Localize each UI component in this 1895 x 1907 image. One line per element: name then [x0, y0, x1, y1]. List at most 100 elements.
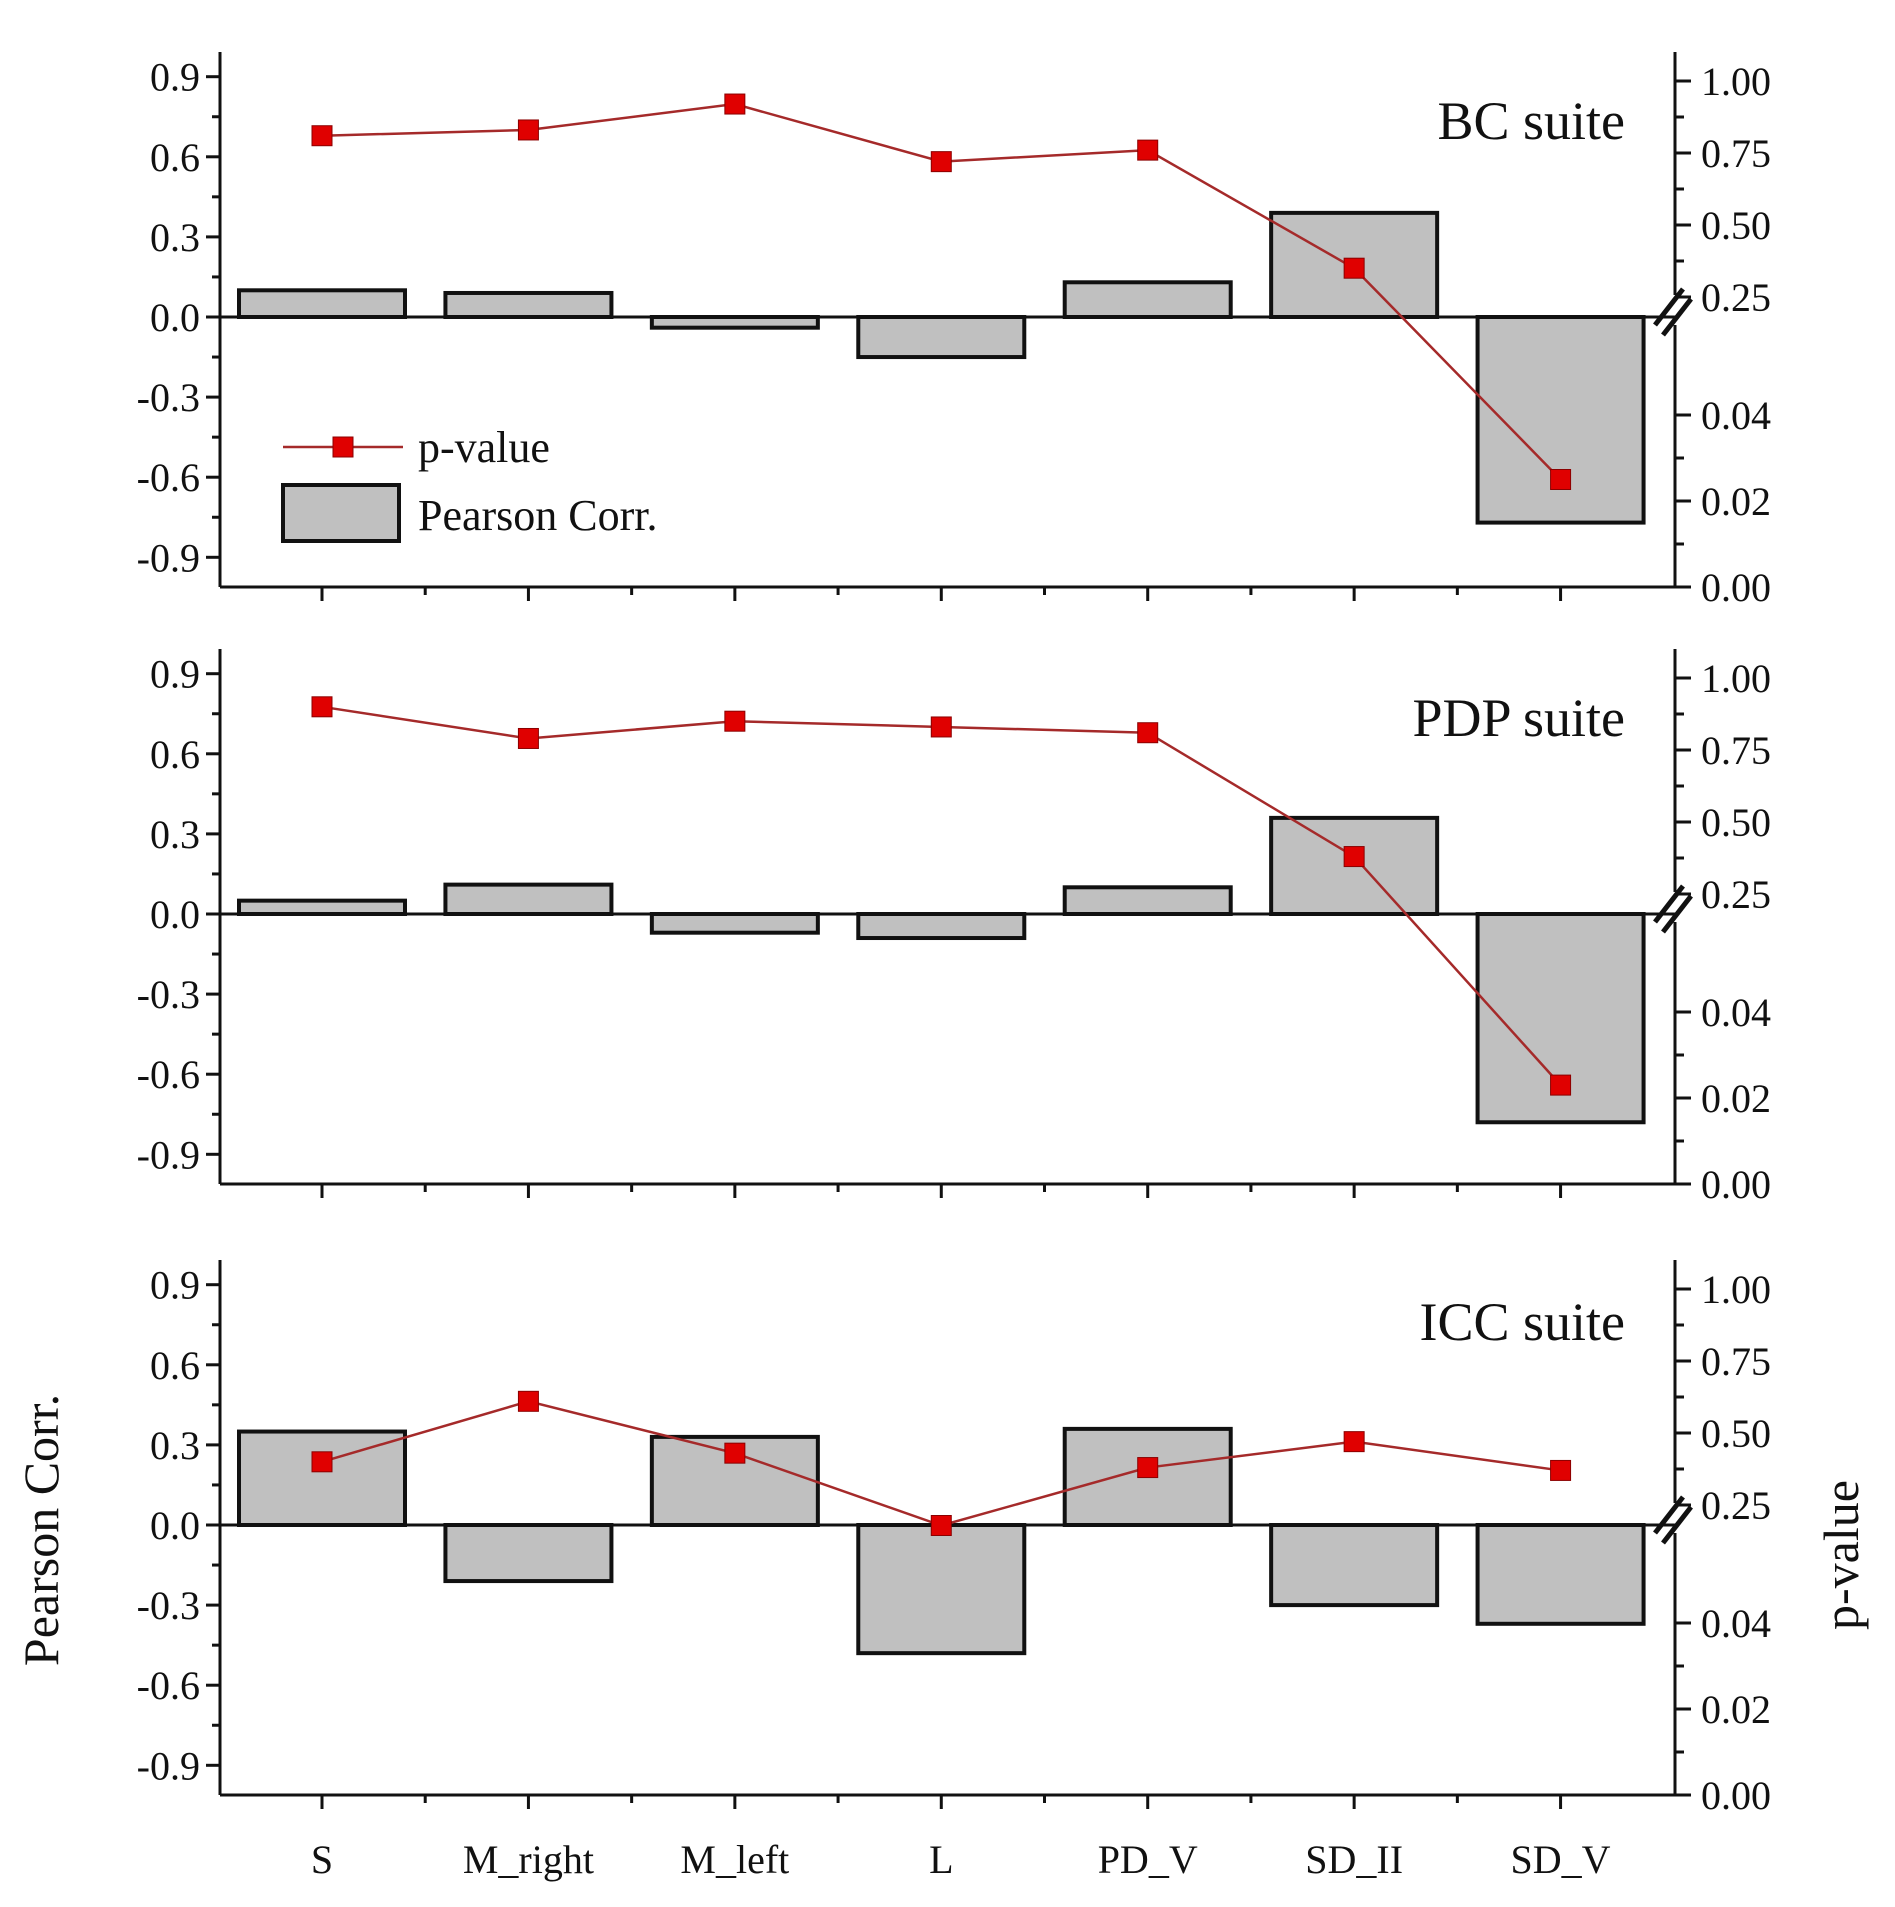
right-tick-label: 0.25 [1701, 275, 1771, 320]
right-tick-label: 1.00 [1701, 59, 1771, 104]
bar-S [237, 288, 407, 319]
right-tick-label: 0.04 [1701, 990, 1771, 1035]
left-tick-label: 0.3 [150, 812, 200, 857]
axis-break-mark-2 [1661, 297, 1693, 337]
p-value-point-SD_II [1343, 1431, 1365, 1453]
axis-break-mark-1 [1653, 1495, 1685, 1535]
p-value-point-PD_V [1137, 1457, 1159, 1479]
category-label-SD_II: SD_II [1305, 1837, 1403, 1882]
p-value-point-M_left [724, 93, 746, 115]
right-tick-label: 0.50 [1701, 800, 1771, 845]
left-tick-label: -0.9 [137, 1743, 200, 1788]
left-tick-label: 0.9 [150, 1263, 200, 1308]
p-value-point-SD_V [1550, 1459, 1572, 1481]
right-tick-label: 0.50 [1701, 203, 1771, 248]
p-value-line [321, 1400, 1561, 1527]
bar-L [856, 912, 1027, 941]
p-value-point-M_left [724, 1442, 746, 1464]
p-value-point-M_right [517, 1390, 539, 1412]
left-tick-label: -0.6 [137, 1052, 200, 1097]
left-tick-label: 0.0 [150, 1503, 200, 1548]
suite-label: ICC suite [1419, 1292, 1625, 1352]
suite-label: BC suite [1437, 91, 1625, 151]
category-label-M_left: M_left [680, 1837, 789, 1882]
p-value-point-S [311, 696, 333, 718]
axis-break-mark-1 [1653, 287, 1685, 327]
bar-L [856, 315, 1027, 360]
category-label-M_right: M_right [463, 1837, 594, 1882]
axis-break-mark-2 [1661, 894, 1693, 934]
right-tick-label: 0.04 [1701, 1601, 1771, 1646]
p-value-point-M_left [724, 710, 746, 732]
legend-bar-sample [281, 483, 401, 543]
right-tick-label: 0.25 [1701, 872, 1771, 917]
legend-marker-sample [332, 436, 354, 458]
left-tick-label: -0.3 [137, 1583, 200, 1628]
p-value-point-SD_II [1343, 257, 1365, 279]
p-value-point-L [930, 151, 952, 173]
left-tick-label: 0.0 [150, 892, 200, 937]
bar-M_left [649, 912, 820, 935]
axis-break-mark-1 [1653, 884, 1685, 924]
bar-SD_V [1475, 315, 1646, 525]
bar-SD_V [1475, 1523, 1646, 1626]
bar-M_left [649, 315, 820, 330]
p-value-point-M_right [517, 727, 539, 749]
left-tick-label: 0.3 [150, 215, 200, 260]
right-tick-label: 1.00 [1701, 656, 1771, 701]
left-tick-label: -0.9 [137, 1132, 200, 1177]
right-tick-label: 0.75 [1701, 131, 1771, 176]
right-tick-label: 1.00 [1701, 1267, 1771, 1312]
left-tick-label: 0.6 [150, 732, 200, 777]
bar-S [237, 1429, 407, 1528]
p-value-point-SD_V [1550, 469, 1572, 490]
p-value-point-S [311, 1451, 333, 1473]
panel-1: 0.9 0.6 0.3 0.0 -0.3 -0.6 -0.9 1.00 0.75 0.50 0.25… [137, 52, 1771, 610]
p-value-point-S [311, 125, 333, 147]
p-value-point-L [930, 716, 952, 738]
right-tick-label: 0.04 [1701, 393, 1771, 438]
bar-PD_V [1062, 280, 1233, 320]
left-tick-label: 0.6 [150, 135, 200, 180]
left-tick-label: 0.9 [150, 652, 200, 697]
left-tick-label: 0.3 [150, 1423, 200, 1468]
bar-M_right [443, 1523, 614, 1584]
bar-PD_V [1062, 885, 1233, 916]
category-label-S: S [311, 1837, 333, 1882]
left-tick-label: 0.9 [150, 55, 200, 100]
right-tick-label: 0.00 [1701, 565, 1771, 610]
right-tick-label: 0.02 [1701, 1076, 1771, 1121]
right-tick-label: 0.25 [1701, 1483, 1771, 1528]
category-label-PD_V: PD_V [1098, 1837, 1198, 1882]
panels-layer: 0.9 0.6 0.3 0.0 -0.3 -0.6 -0.9 1.00 0.75 0.50 0.25… [137, 52, 1771, 1882]
category-label-SD_V: SD_V [1511, 1837, 1611, 1882]
left-axis-title: Pearson Corr. [13, 1394, 69, 1666]
right-tick-label: 0.50 [1701, 1411, 1771, 1456]
left-tick-label: 0.0 [150, 295, 200, 340]
category-label-L: L [929, 1837, 953, 1882]
right-tick-label: 0.75 [1701, 728, 1771, 773]
p-value-point-SD_II [1343, 846, 1365, 868]
left-tick-label: -0.9 [137, 535, 200, 580]
legend: p-value Pearson Corr. [281, 423, 658, 543]
left-tick-label: -0.3 [137, 375, 200, 420]
suite-label: PDP suite [1412, 688, 1625, 748]
left-tick-label: -0.6 [137, 1663, 200, 1708]
p-value-point-PD_V [1137, 139, 1159, 161]
right-tick-label: 0.00 [1701, 1162, 1771, 1207]
p-value-point-M_right [517, 119, 539, 141]
axis-break-mark-2 [1661, 1505, 1693, 1545]
legend-label-p-value: p-value [418, 423, 550, 472]
right-tick-label: 0.02 [1701, 479, 1771, 524]
left-tick-label: -0.6 [137, 455, 200, 500]
bar-S [237, 898, 407, 917]
panel-3: 0.9 0.6 0.3 0.0 -0.3 -0.6 -0.9 1.00 0.75 0.50 0.25… [137, 1260, 1771, 1818]
right-tick-label: 0.02 [1701, 1687, 1771, 1732]
bar-L [856, 1523, 1027, 1656]
left-tick-label: -0.3 [137, 972, 200, 1017]
right-tick-label: 0.00 [1701, 1773, 1771, 1818]
left-tick-label: 0.6 [150, 1343, 200, 1388]
right-tick-label: 0.75 [1701, 1339, 1771, 1384]
right-axis-title: p-value [1813, 1480, 1869, 1630]
